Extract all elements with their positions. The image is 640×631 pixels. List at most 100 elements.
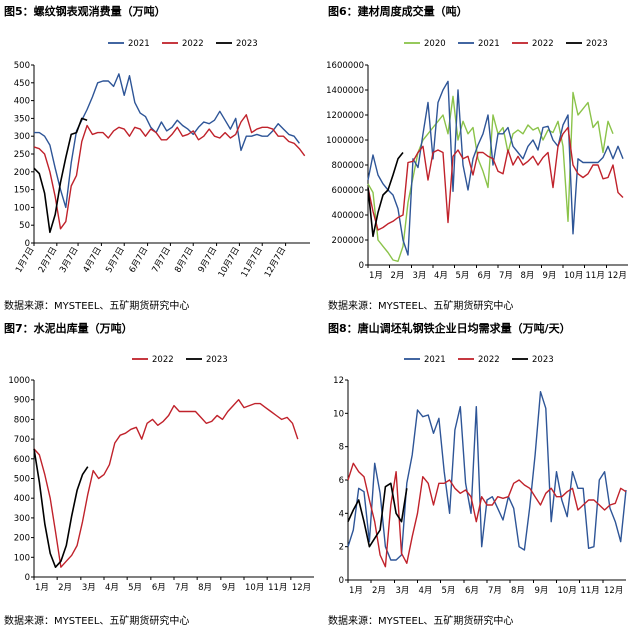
chart-rebar-consumption: 0 50 100 150 200 250 300 350 400 450 500 1月7日 2月7日3月… xyxy=(14,39,310,280)
x-tick-label: 10月 xyxy=(245,583,264,593)
y-tick-label: 200 xyxy=(14,534,30,544)
x-tick-label: 5月 xyxy=(128,583,142,593)
panel-building-material-volume: 图6：建材周度成交量（吨） 0 200000 400000 600000 800000 1… xyxy=(326,3,636,315)
y-tick-label: 400 xyxy=(14,494,30,504)
series-line-2020 xyxy=(367,91,614,262)
chart-title: 图5：螺纹钢表观消费量（万吨） xyxy=(4,5,166,18)
chart-source: 数据来源：MYSTEEL、五矿期货研究中心 xyxy=(4,616,190,627)
x-tick-label: 4月 xyxy=(434,271,448,281)
y-tick-label: 800 xyxy=(14,415,30,425)
y-tick-label: 10 xyxy=(333,409,344,419)
x-tick-label: 1月 xyxy=(349,586,363,596)
x-tick-label: 11月 xyxy=(580,586,599,596)
y-tick-label: 0 xyxy=(359,261,364,271)
chart-cement-shipment: 0 100 200 300 400 500 600 700 800 900 1000 1月 2月 3月 4月… xyxy=(8,355,314,593)
x-tick-label: 4月 xyxy=(419,586,433,596)
x-tick-label: 7月7日 xyxy=(150,246,173,275)
x-tick-label: 7月 xyxy=(499,271,513,281)
series-line-2022 xyxy=(33,398,299,568)
y-tick-label: 8 xyxy=(339,443,344,453)
y-tick-label: 300 xyxy=(14,514,30,524)
y-tick-label: 6 xyxy=(339,476,344,486)
y-tick-label: 250 xyxy=(14,150,30,160)
x-tick-label: 10月7日 xyxy=(217,246,242,280)
series-line-2023 xyxy=(347,482,408,548)
chart-source: 数据来源：MYSTEEL、五矿期货研究中心 xyxy=(4,301,190,312)
chart-title: 图6：建材周度成交量（吨） xyxy=(328,5,468,18)
y-tick-label: 800000 xyxy=(332,161,364,171)
x-tick-label: 12月 xyxy=(604,586,623,596)
y-tick-label: 200000 xyxy=(332,236,364,246)
x-tick-label: 2月 xyxy=(391,271,405,281)
x-tick-label: 11月 xyxy=(268,583,287,593)
x-tick-label: 5月 xyxy=(441,586,455,596)
y-tick-label: 0 xyxy=(25,239,30,249)
x-tick-label: 3月 xyxy=(413,271,427,281)
legend-label: 2022 xyxy=(152,355,174,365)
legend-label: 2022 xyxy=(478,355,500,365)
y-tick-label: 1600000 xyxy=(326,61,364,71)
panel-rebar-consumption: 图5：螺纹钢表观消费量（万吨） 0 50 100 150 200 250 300 350 400… xyxy=(4,3,320,315)
x-tick-label: 3月 xyxy=(82,583,96,593)
x-tick-label: 3月7日 xyxy=(58,246,81,275)
x-tick-label: 7月 xyxy=(175,583,189,593)
x-tick-label: 12月 xyxy=(292,583,311,593)
y-tick-label: 1000 xyxy=(8,376,30,386)
series-line-2022 xyxy=(33,114,306,230)
series-line-2021 xyxy=(347,390,627,561)
y-tick-label: 150 xyxy=(14,186,30,196)
x-tick-label: 4月 xyxy=(105,583,119,593)
y-tick-label: 900 xyxy=(14,396,30,406)
x-tick-label: 5月7日 xyxy=(104,246,127,275)
y-tick-label: 1000000 xyxy=(326,136,364,146)
y-tick-label: 1400000 xyxy=(326,86,364,96)
x-tick-label: 10月 xyxy=(564,271,583,281)
chart-building-material-volume: 0 200000 400000 600000 800000 1000000 1200000 1… xyxy=(326,39,628,281)
y-tick-label: 0 xyxy=(25,573,30,583)
y-tick-label: 1200000 xyxy=(326,111,364,121)
y-tick-label: 500 xyxy=(14,475,30,485)
x-tick-label: 9月 xyxy=(535,586,549,596)
x-tick-label: 10月 xyxy=(558,586,577,596)
x-tick-label: 8月 xyxy=(198,583,212,593)
x-tick-label: 8月 xyxy=(511,586,525,596)
y-tick-label: 350 xyxy=(14,114,30,124)
x-tick-label: 1月 xyxy=(369,271,383,281)
x-tick-label: 12月 xyxy=(608,271,627,281)
y-tick-label: 12 xyxy=(333,376,344,386)
x-tick-label: 11月 xyxy=(586,271,605,281)
panel-tangshan-demand: 图8：唐山调坯轧钢铁企业日均需求量（万吨/天） 0 2 4 6 8 10 12 1月 2月 3月 4… xyxy=(328,320,636,630)
x-tick-label: 6月 xyxy=(478,271,492,281)
x-tick-label: 11月7日 xyxy=(240,246,265,280)
x-tick-label: 8月 xyxy=(521,271,535,281)
legend-label: 2020 xyxy=(424,39,446,49)
chart-source: 数据来源：MYSTEEL、五矿期货研究中心 xyxy=(328,301,514,312)
x-tick-label: 7月 xyxy=(488,586,502,596)
y-tick-label: 100 xyxy=(14,203,30,213)
y-tick-label: 2 xyxy=(339,543,344,553)
chart-tangshan-demand: 0 2 4 6 8 10 12 1月 2月 3月 4月 5月 6月 7月 8月 9月 10月 11月 12月 2021… xyxy=(333,355,627,596)
legend-label: 2023 xyxy=(586,39,608,49)
x-tick-label: 6月 xyxy=(465,586,479,596)
y-tick-label: 600000 xyxy=(332,186,364,196)
y-tick-label: 400 xyxy=(14,97,30,107)
x-tick-label: 6月7日 xyxy=(128,246,151,275)
legend-label: 2022 xyxy=(182,39,204,49)
x-tick-label: 3月 xyxy=(396,586,410,596)
legend-label: 2021 xyxy=(128,39,150,49)
x-tick-label: 8月7日 xyxy=(173,246,196,275)
series-line-2021 xyxy=(367,80,624,256)
series-line-2023 xyxy=(33,117,88,234)
y-tick-label: 300 xyxy=(14,132,30,142)
series-line-2022 xyxy=(367,126,624,231)
x-tick-label: 1月 xyxy=(35,583,49,593)
series-line-2023 xyxy=(33,448,89,568)
y-tick-label: 400000 xyxy=(332,211,364,221)
y-tick-label: 500 xyxy=(14,61,30,71)
legend-label: 2022 xyxy=(532,39,554,49)
y-tick-label: 200 xyxy=(14,168,30,178)
y-tick-label: 50 xyxy=(19,221,30,231)
legend-label: 2021 xyxy=(424,355,446,365)
panel-cement-shipment: 图7：水泥出库量（万吨） 0 100 200 300 400 500 600 700 800 90… xyxy=(4,320,320,630)
chart-source: 数据来源：MYSTEEL、五矿期货研究中心 xyxy=(328,616,514,627)
